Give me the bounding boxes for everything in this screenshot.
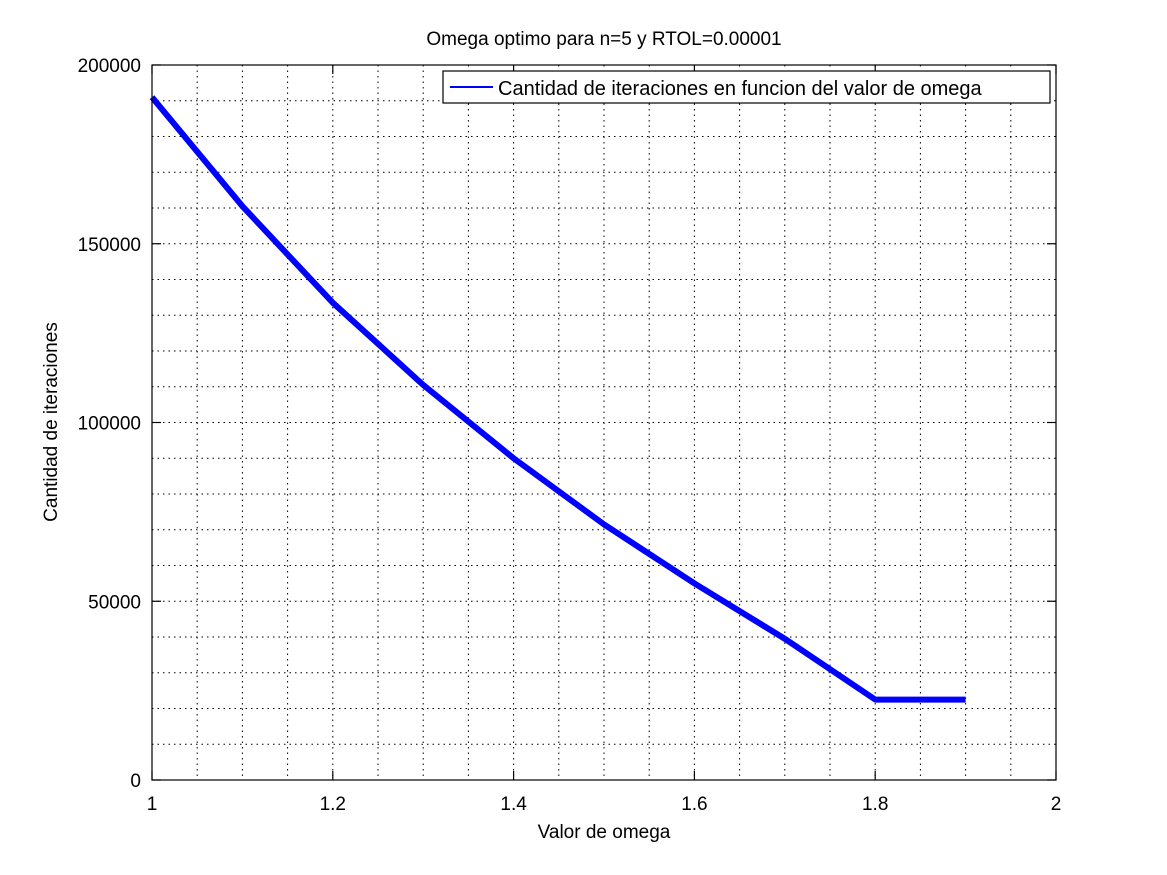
x-tick-label: 1.8 bbox=[862, 794, 888, 815]
y-tick-label: 50000 bbox=[88, 592, 141, 613]
x-axis-label: Valor de omega bbox=[538, 822, 671, 843]
x-tick-label: 1 bbox=[147, 794, 158, 815]
y-tick-label: 200000 bbox=[78, 56, 141, 77]
plot-frame bbox=[151, 64, 1057, 781]
series-line bbox=[149, 95, 966, 703]
y-tick-label: 100000 bbox=[78, 414, 141, 435]
legend: Cantidad de iteraciones en funcion del v… bbox=[442, 70, 1051, 104]
tick-labels: 1 1.2 1.4 1.6 1.8 2 0 50000 100000 150000 200000 bbox=[78, 56, 1062, 815]
legend-box bbox=[442, 70, 1051, 104]
x-tick-label: 2 bbox=[1051, 794, 1062, 815]
x-tick-label: 1.2 bbox=[320, 794, 346, 815]
legend-entry-label: Cantidad de iteraciones en funcion del v… bbox=[498, 78, 983, 100]
series-group bbox=[149, 95, 966, 703]
x-tick-label: 1.4 bbox=[500, 794, 527, 815]
y-tick-label: 150000 bbox=[78, 235, 141, 256]
chart-title: Omega optimo para n=5 y RTOL=0.00001 bbox=[426, 29, 781, 50]
x-tick-label: 1.6 bbox=[681, 794, 707, 815]
y-tick-label: 0 bbox=[130, 771, 141, 792]
y-axis-label: Cantidad de iteraciones bbox=[41, 322, 62, 522]
